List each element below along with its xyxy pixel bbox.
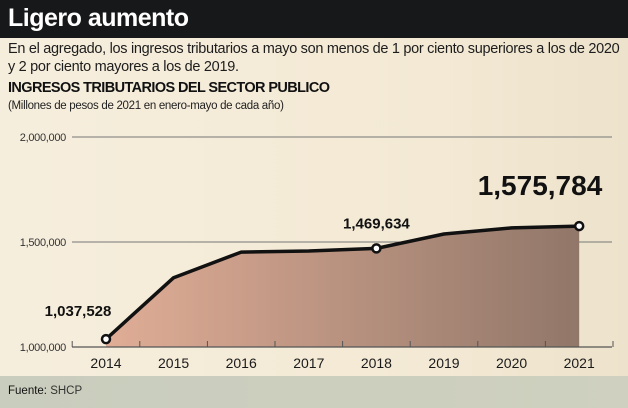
data-point [371,243,382,254]
source: Fuente: SHCP [8,385,82,397]
x-tick-label: 2015 [158,355,189,371]
x-tick-label: 2018 [361,355,392,371]
x-tick-label: 2017 [293,355,324,371]
header-title: Ligero aumento [8,4,189,32]
description: En el agregado, los ingresos tributarios… [8,41,620,75]
source-value: SHCP [50,385,83,397]
chart-title: INGRESOS TRIBUTARIOS DEL SECTOR PUBLICO [8,80,330,96]
x-tick-label: 2021 [564,355,595,371]
source-label: Fuente: [8,385,47,397]
x-tick-label: 2019 [428,355,459,371]
data-point [100,333,112,345]
data-label: 1,575,784 [478,170,603,201]
chart-subtitle: (Millones de pesos de 2021 en enero-mayo… [8,100,284,112]
y-tick-label: 2,000,000 [20,132,66,144]
data-label: 1,037,528 [45,303,112,320]
x-tick-label: 2016 [226,355,257,371]
series-line [104,224,580,341]
y-tick-label: 1,500,000 [20,237,66,249]
footer-band [0,376,628,408]
x-tick-label: 2020 [496,355,527,371]
data-label: 1,469,634 [343,215,410,232]
y-tick-label: 1,000,000 [20,342,66,354]
header: Ligero aumento [0,0,628,38]
area-fill [106,226,580,347]
x-tick-label: 2014 [90,355,121,371]
data-point [573,220,585,232]
